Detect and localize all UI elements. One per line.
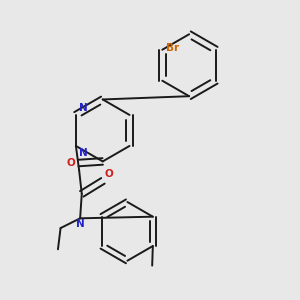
Text: Br: Br bbox=[166, 43, 179, 53]
Text: N: N bbox=[79, 148, 88, 158]
Text: O: O bbox=[105, 169, 113, 179]
Text: N: N bbox=[79, 103, 88, 113]
Text: N: N bbox=[76, 219, 85, 229]
Text: O: O bbox=[67, 158, 76, 168]
